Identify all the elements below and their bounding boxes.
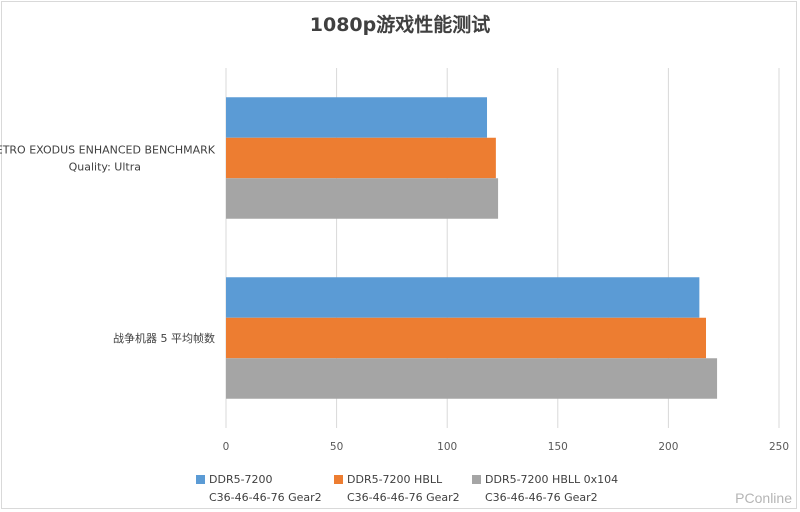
x-axis-ticks: 0 50 100 150 200 250: [223, 441, 789, 453]
bar-series2-cat0: [226, 178, 499, 219]
legend-item: DDR5-7200 C36-46-46-76 Gear2: [196, 471, 322, 507]
category-labels: METRO EXODUS ENHANCED BENCHMARK Quality: …: [0, 144, 216, 346]
legend-swatch: [196, 475, 205, 484]
legend-label: DDR5-7200 C36-46-46-76 Gear2: [209, 473, 322, 504]
x-tick-label: 250: [769, 441, 789, 453]
x-tick-label: 150: [548, 441, 568, 453]
x-tick-label: 100: [437, 441, 457, 453]
legend-swatch: [334, 475, 343, 484]
bar-series1-cat1: [226, 317, 707, 359]
bar-series2-cat1: [226, 358, 718, 399]
x-tick-label: 50: [330, 441, 343, 453]
bar-series1-cat0: [226, 137, 496, 179]
bar-series0-cat1: [226, 277, 700, 318]
x-tick-label: 200: [658, 441, 678, 453]
legend-label: DDR5-7200 HBLL C36-46-46-76 Gear2: [347, 473, 460, 504]
legend-label: DDR5-7200 HBLL 0x104 C36-46-46-76 Gear2: [485, 473, 619, 504]
legend-item: DDR5-7200 HBLL C36-46-46-76 Gear2: [334, 471, 460, 507]
bars: [226, 97, 718, 399]
category-label: 战争机器 5 平均帧数: [113, 331, 215, 345]
bar-series0-cat0: [226, 97, 488, 138]
legend-swatch: [472, 475, 481, 484]
category-label: Quality: Ultra: [69, 161, 141, 174]
x-tick-label: 0: [223, 441, 230, 453]
chart-title: 1080p游戏性能测试: [309, 14, 491, 36]
legend: DDR5-7200 C36-46-46-76 Gear2 DDR5-7200 HB…: [0, 471, 800, 507]
legend-item: DDR5-7200 HBLL 0x104 C36-46-46-76 Gear2: [472, 471, 618, 507]
category-label: METRO EXODUS ENHANCED BENCHMARK: [0, 144, 216, 157]
watermark: PConline: [735, 490, 792, 506]
